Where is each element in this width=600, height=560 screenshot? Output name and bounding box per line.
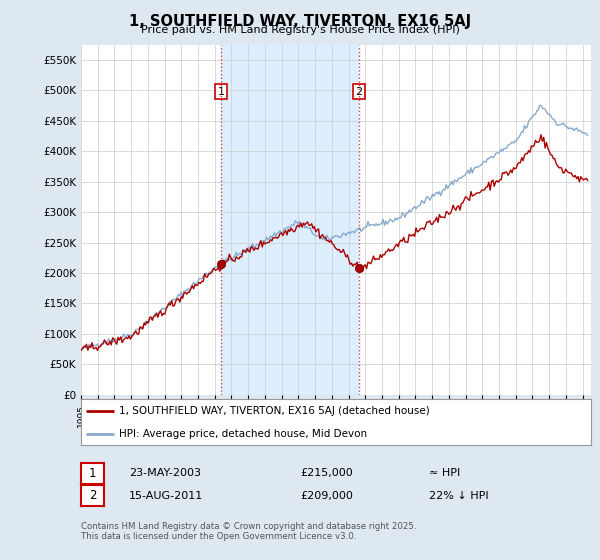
Text: ≈ HPI: ≈ HPI [429,468,460,478]
Text: 1: 1 [89,466,96,480]
Text: £215,000: £215,000 [300,468,353,478]
Bar [221,45,359,395]
Text: Price paid vs. HM Land Registry's House Price Index (HPI): Price paid vs. HM Land Registry's House … [140,25,460,35]
Text: 15-AUG-2011: 15-AUG-2011 [129,491,203,501]
Text: Contains HM Land Registry data © Crown copyright and database right 2025.
This d: Contains HM Land Registry data © Crown c… [81,522,416,542]
Text: £209,000: £209,000 [300,491,353,501]
Text: 23-MAY-2003: 23-MAY-2003 [129,468,201,478]
Text: HPI: Average price, detached house, Mid Devon: HPI: Average price, detached house, Mid … [119,429,367,438]
Text: 1: 1 [218,87,224,96]
Text: 1, SOUTHFIELD WAY, TIVERTON, EX16 5AJ: 1, SOUTHFIELD WAY, TIVERTON, EX16 5AJ [129,14,471,29]
Text: 1, SOUTHFIELD WAY, TIVERTON, EX16 5AJ (detached house): 1, SOUTHFIELD WAY, TIVERTON, EX16 5AJ (d… [119,406,430,416]
Text: 2: 2 [89,489,96,502]
Text: 2: 2 [355,87,362,96]
Text: 22% ↓ HPI: 22% ↓ HPI [429,491,488,501]
